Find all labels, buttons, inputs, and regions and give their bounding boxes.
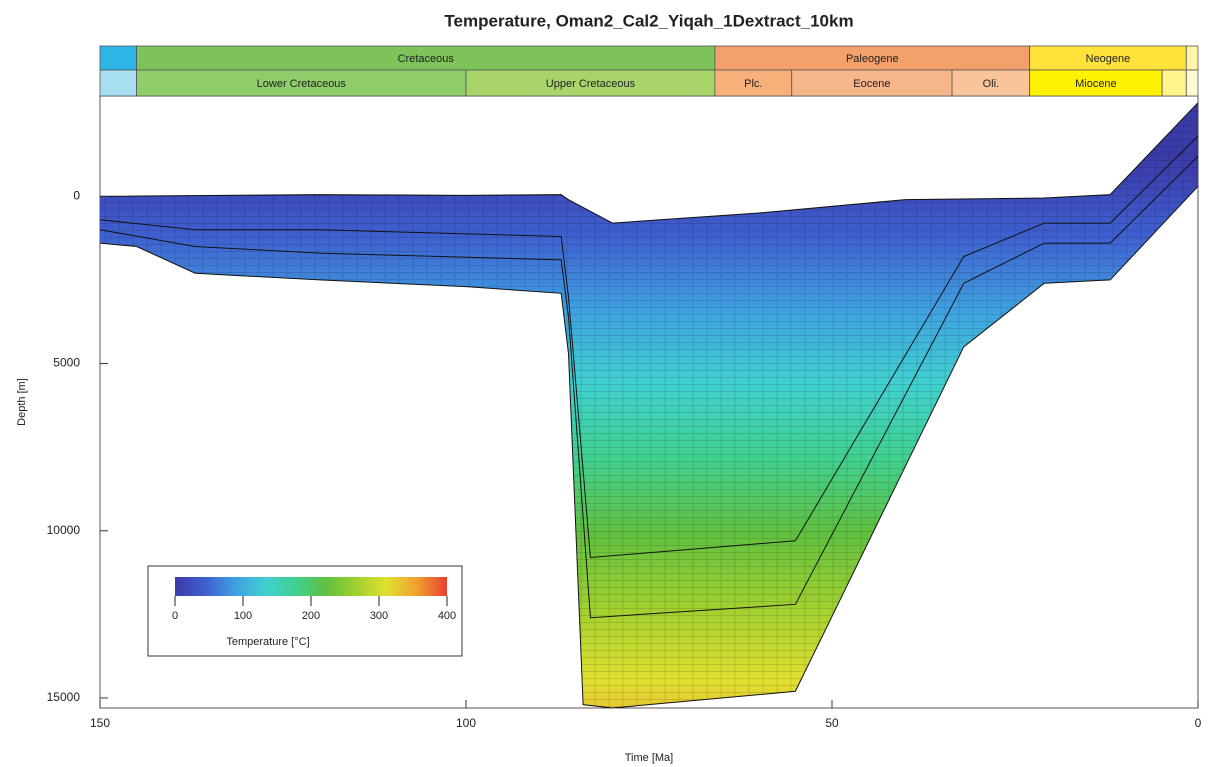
colorbar-tick-label: 200 [302,610,320,622]
horizon [100,135,1198,559]
x-tick-label: 50 [825,716,839,730]
timescale-cell [714,69,793,97]
x-tick-label: 0 [1195,716,1202,730]
timescale-label: Plc. [744,78,762,90]
timescale-cell [1161,69,1187,97]
colorbar-tick-label: 0 [172,610,178,622]
timescale-cell [99,45,137,71]
timescale-cell [1185,69,1199,97]
colorbar-tick-label: 400 [438,610,456,622]
colorbar-strip [175,577,447,596]
timescale-label: Miocene [1075,78,1117,90]
timescale-label: Upper Cretaceous [546,78,636,90]
x-tick-label: 100 [456,716,476,730]
timescale-cell [1185,45,1199,71]
chart-title: Temperature, Oman2_Cal2_Yiqah_1Dextract_… [444,11,853,30]
horizon [100,155,1198,619]
colorbar-tick-label: 300 [370,610,388,622]
timescale-cell [714,45,1031,71]
timescale-cell [951,69,1031,97]
y-tick-label: 0 [73,188,80,202]
layers [100,102,1198,708]
y-tick-label: 10000 [47,523,81,537]
timescale-label: Lower Cretaceous [257,78,347,90]
timescale-cell [1029,69,1163,97]
timescale-label: Cretaceous [398,53,455,65]
timescale-cell [465,69,716,97]
timescale-cell [1029,45,1187,71]
timescale-label: Eocene [853,78,890,90]
timescale-cell [791,69,953,97]
x-tick-label: 150 [90,716,110,730]
timescale-cell [136,69,467,97]
x-axis-label: Time [Ma] [625,752,674,764]
timescale-label: Neogene [1086,53,1131,65]
timescale-cell [99,69,137,97]
colorbar-tick-label: 100 [234,610,252,622]
timescale-label: Paleogene [846,53,899,65]
colorbar-title: Temperature [°C] [226,636,309,648]
y-axis-label: Depth [m] [16,378,28,426]
y-tick-label: 15000 [47,690,81,704]
horizon [100,102,1198,224]
y-tick-label: 5000 [53,356,80,370]
horizon [100,185,1198,708]
timescale-label: Oli. [983,78,1000,90]
lithology-hatch [100,102,1198,708]
